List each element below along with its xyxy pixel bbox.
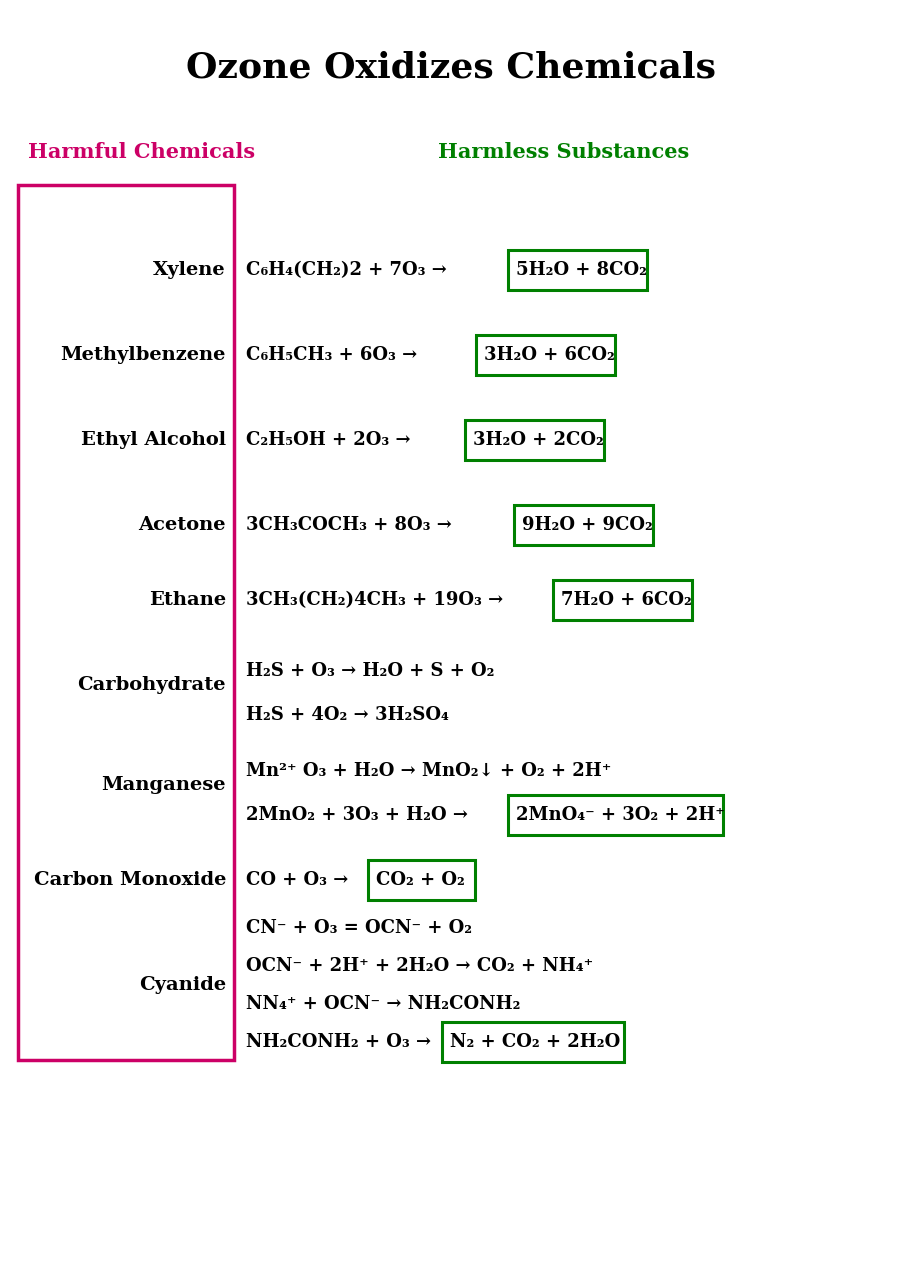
Text: Xylene: Xylene [153,261,226,279]
Bar [513,506,652,544]
Text: Harmless Substances: Harmless Substances [437,142,688,163]
Text: Acetone: Acetone [138,516,226,534]
Bar [441,1023,624,1061]
Text: Carbohydrate: Carbohydrate [78,676,226,694]
Text: Harmful Chemicals: Harmful Chemicals [28,142,255,163]
Text: CN⁻ + O₃ = OCN⁻ + O₂: CN⁻ + O₃ = OCN⁻ + O₂ [245,919,472,937]
Text: OCN⁻ + 2H⁺ + 2H₂O → CO₂ + NH₄⁺: OCN⁻ + 2H⁺ + 2H₂O → CO₂ + NH₄⁺ [245,957,593,975]
Text: Methylbenzene: Methylbenzene [60,346,226,364]
Text: 3H₂O + 6CO₂: 3H₂O + 6CO₂ [483,346,614,364]
Bar [368,860,474,900]
Text: Mn²⁺ O₃ + H₂O → MnO₂↓ + O₂ + 2H⁺: Mn²⁺ O₃ + H₂O → MnO₂↓ + O₂ + 2H⁺ [245,762,611,780]
Bar [508,795,723,835]
Text: C₆H₅CH₃ + 6O₃ →: C₆H₅CH₃ + 6O₃ → [245,346,417,364]
Bar [465,420,603,460]
Text: 3H₂O + 2CO₂: 3H₂O + 2CO₂ [473,431,603,449]
Text: Carbon Monoxide: Carbon Monoxide [33,870,226,890]
Text: CO + O₃ →: CO + O₃ → [245,870,348,890]
Text: NN₄⁺ + OCN⁻ → NH₂CONH₂: NN₄⁺ + OCN⁻ → NH₂CONH₂ [245,995,520,1012]
Text: H₂S + 4O₂ → 3H₂SO₄: H₂S + 4O₂ → 3H₂SO₄ [245,707,448,724]
Text: Ethyl Alcohol: Ethyl Alcohol [81,431,226,449]
Text: CO₂ + O₂: CO₂ + O₂ [375,870,465,890]
Text: N₂ + CO₂ + 2H₂O: N₂ + CO₂ + 2H₂O [449,1033,620,1051]
Bar [18,186,234,1060]
Text: Manganese: Manganese [101,776,226,794]
Text: 7H₂O + 6CO₂: 7H₂O + 6CO₂ [560,591,691,609]
Bar [475,335,614,375]
Text: Cyanide: Cyanide [139,975,226,995]
Text: 2MnO₄⁻ + 3O₂ + 2H⁺: 2MnO₄⁻ + 3O₂ + 2H⁺ [515,806,724,824]
Text: 2MnO₂ + 3O₃ + H₂O →: 2MnO₂ + 3O₃ + H₂O → [245,806,467,824]
Text: 9H₂O + 9CO₂: 9H₂O + 9CO₂ [521,516,652,534]
Text: H₂S + O₃ → H₂O + S + O₂: H₂S + O₃ → H₂O + S + O₂ [245,662,494,680]
Bar [508,251,647,289]
Bar [552,580,692,620]
Text: C₆H₄(CH₂)2 + 7O₃ →: C₆H₄(CH₂)2 + 7O₃ → [245,261,446,279]
Text: 3CH₃(CH₂)4CH₃ + 19O₃ →: 3CH₃(CH₂)4CH₃ + 19O₃ → [245,591,502,609]
Text: 5H₂O + 8CO₂: 5H₂O + 8CO₂ [515,261,647,279]
Text: Ozone Oxidizes Chemicals: Ozone Oxidizes Chemicals [186,51,715,84]
Text: NH₂CONH₂ + O₃ →: NH₂CONH₂ + O₃ → [245,1033,430,1051]
Text: 3CH₃COCH₃ + 8O₃ →: 3CH₃COCH₃ + 8O₃ → [245,516,451,534]
Text: Ethane: Ethane [149,591,226,609]
Text: C₂H₅OH + 2O₃ →: C₂H₅OH + 2O₃ → [245,431,410,449]
